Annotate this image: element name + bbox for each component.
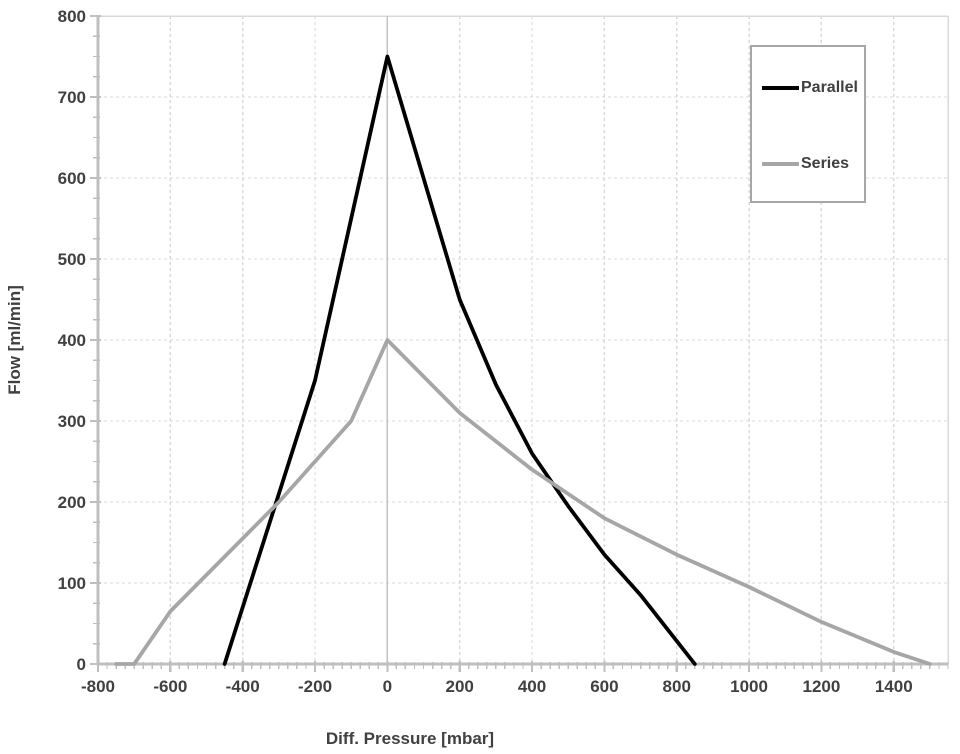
x-tick-label: 600	[590, 677, 618, 696]
y-tick-label: 700	[58, 88, 86, 107]
x-tick-label: 1000	[730, 677, 768, 696]
legend-line-sample	[762, 86, 799, 90]
y-tick-label: 0	[77, 655, 86, 674]
y-tick-label: 800	[58, 7, 86, 26]
legend-line-sample	[762, 162, 799, 166]
legend: Parallel Series	[750, 45, 866, 203]
legend-entry-label: Series	[801, 155, 850, 172]
y-tick-label: 300	[58, 412, 86, 431]
y-tick-label: 400	[58, 331, 86, 350]
y-tick-label: 600	[58, 169, 86, 188]
y-tick-label: 500	[58, 250, 86, 269]
x-tick-label: -400	[226, 677, 260, 696]
x-axis-title: Diff. Pressure [mbar]	[326, 729, 494, 748]
x-tick-label: -200	[298, 677, 332, 696]
series-line-parallel	[222, 54, 697, 666]
legend-entry-label: Parallel	[801, 79, 858, 96]
legend-entry: Parallel	[762, 77, 858, 99]
y-axis-title: Flow [ml/min]	[5, 285, 24, 395]
x-tick-label: -600	[153, 677, 187, 696]
y-tick-label: 100	[58, 574, 86, 593]
y-tick-label: 200	[58, 493, 86, 512]
legend-entry: Series	[762, 153, 849, 175]
x-tick-label: 800	[663, 677, 691, 696]
series-line-series	[114, 338, 932, 666]
x-tick-label: 1200	[802, 677, 840, 696]
x-tick-label: 0	[383, 677, 392, 696]
x-tick-label: -800	[81, 677, 115, 696]
x-tick-label: 200	[446, 677, 474, 696]
x-tick-label: 1400	[875, 677, 913, 696]
x-tick-label: 400	[518, 677, 546, 696]
